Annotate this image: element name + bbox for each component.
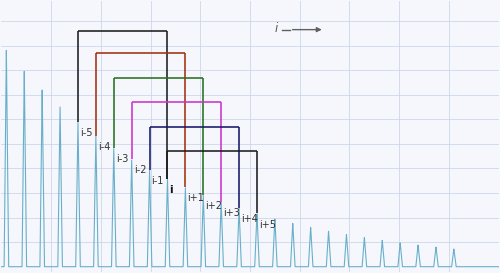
Text: i+4: i+4 [241, 214, 258, 224]
Text: i-3: i-3 [116, 154, 128, 164]
Text: i: i [274, 22, 278, 35]
Text: i+1: i+1 [188, 193, 204, 203]
Text: i-5: i-5 [80, 128, 92, 138]
Text: i+2: i+2 [206, 201, 222, 211]
Text: i+5: i+5 [259, 219, 276, 230]
Text: i-2: i-2 [134, 165, 146, 176]
Text: i-1: i-1 [152, 176, 164, 186]
Text: i+3: i+3 [223, 208, 240, 218]
Text: i-4: i-4 [98, 142, 110, 152]
Text: i: i [170, 185, 173, 195]
